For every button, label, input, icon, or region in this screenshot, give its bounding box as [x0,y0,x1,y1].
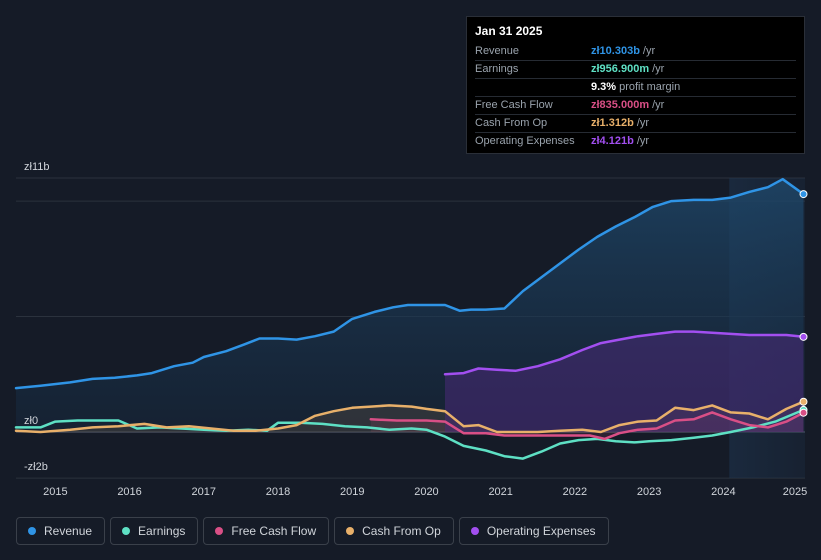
tooltip-row: Cash From Op zł1.312b/yr [475,114,796,132]
tooltip-label: Cash From Op [475,117,548,129]
tooltip-label [475,79,591,96]
tooltip-value: zł10.303b [591,45,640,57]
tooltip-unit: /yr [652,99,665,111]
tooltip-value: zł4.121b [591,135,634,147]
free-cash-flow-end-point [799,408,808,417]
tooltip-panel: Jan 31 2025 Revenue zł10.303b/yr Earnings z… [466,16,805,154]
legend-dot-icon [215,527,224,535]
x-tick-label: 2023 [637,486,661,498]
cash-from-op-end-point [799,397,808,406]
tooltip-value: zł956.900m [591,63,650,75]
tooltip-row: Free Cash Flow zł835.000m/yr [475,96,796,114]
legend-dot-icon [122,527,131,535]
earnings-line [14,408,805,460]
cash-from-op-area [16,401,804,432]
y-axis-zero-label: zł0 [24,415,38,427]
operating-expenses-line [443,330,805,376]
operating-expenses-end-point [799,332,808,341]
tooltip-unit: /yr [636,135,650,147]
x-tick-label: 2018 [266,486,290,498]
legend-item-free-cash-flow[interactable]: Free Cash Flow [203,517,330,545]
legend-dot-icon [28,527,36,535]
tooltip-date: Jan 31 2025 [475,24,543,38]
tooltip-label: Operating Expenses [475,135,575,147]
legend-label: Cash From Op [362,524,441,538]
x-tick-label: 2021 [488,486,512,498]
legend-label: Earnings [138,524,186,538]
x-tick-label: 2022 [563,486,587,498]
tooltip-unit: profit margin [619,81,681,93]
x-tick-label: 2024 [711,486,735,498]
legend-dot-icon [470,527,479,535]
revenue-end-point [799,190,808,199]
tooltip-label: Free Cash Flow [475,99,553,111]
x-tick-label: 2017 [192,486,216,498]
x-tick-label: 2019 [340,486,364,498]
tooltip-row: Earnings zł956.900m/yr [475,60,796,78]
tooltip-row: Revenue zł10.303b/yr [475,43,796,60]
x-tick-label: 2015 [43,486,67,498]
legend-label: Revenue [44,524,93,538]
tooltip-row: 9.3% profit margin [475,78,796,96]
tooltip-label: Revenue [475,45,520,57]
revenue-line [14,177,805,390]
legend: Revenue Earnings Free Cash Flow Cash From O… [16,517,614,545]
tooltip-label: Earnings [475,63,519,75]
tooltip-value: 9.3% [591,81,617,93]
x-tick-label: 2016 [117,486,141,498]
tooltip-row: Operating Expenses zł4.121b/yr [475,132,796,150]
cash-from-op-line [14,400,805,434]
legend-item-operating-expenses[interactable]: Operating Expenses [458,517,609,545]
legend-label: Free Cash Flow [231,524,317,538]
legend-label: Operating Expenses [486,524,596,538]
legend-item-cash-from-op[interactable]: Cash From Op [334,517,454,545]
legend-dot-icon [346,527,355,535]
tooltip-unit: /yr [636,117,650,129]
tooltip-unit: /yr [642,45,656,57]
legend-item-revenue[interactable]: Revenue [16,517,106,545]
y-axis-top-label: zł11b [24,161,49,173]
free-cash-flow-line [369,411,805,441]
y-axis-bottom-label: -zł2b [24,461,48,473]
x-tick-label: 2025 [783,486,807,498]
tooltip-value: zł1.312b [591,117,634,129]
x-tick-label: 2020 [414,486,438,498]
tooltip-unit: /yr [652,63,665,75]
legend-item-earnings[interactable]: Earnings [110,517,199,545]
tooltip-value: zł835.000m [591,99,650,111]
